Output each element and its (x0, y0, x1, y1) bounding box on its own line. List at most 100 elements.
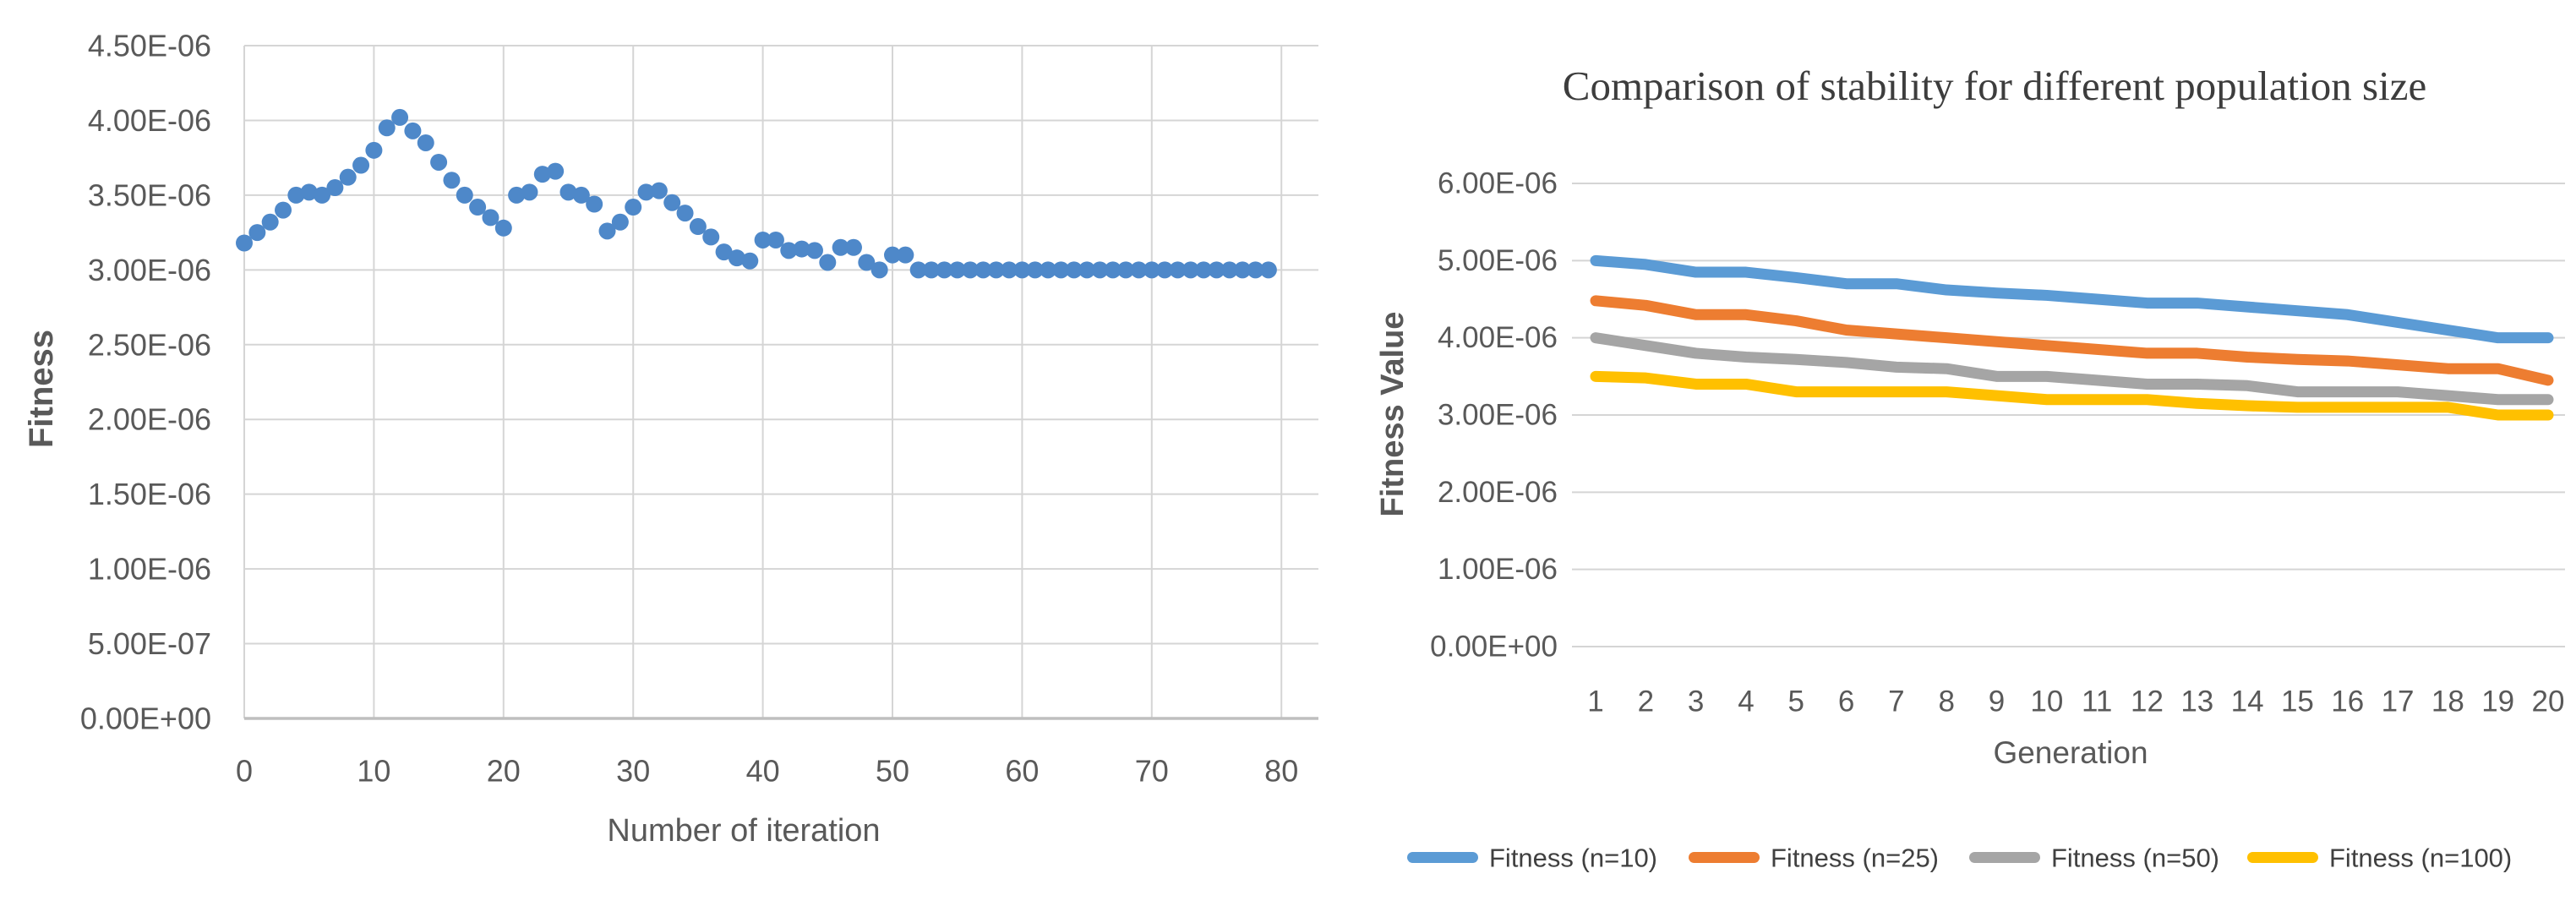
x-tick-label: 14 (2231, 685, 2264, 718)
y-tick-label: 2.00E-06 (1438, 476, 1558, 509)
y-tick-label: 6.00E-06 (1438, 167, 1558, 200)
x-tick-label: 5 (1788, 685, 1804, 718)
data-point (1195, 261, 1213, 279)
data-point (559, 183, 577, 201)
y-tick-label: 1.00E-06 (88, 552, 211, 587)
x-tick-label: 50 (876, 754, 909, 789)
x-tick-label: 13 (2180, 685, 2213, 718)
data-point (469, 199, 487, 216)
data-point (521, 183, 538, 201)
data-point (858, 254, 876, 271)
y-tick-label: 3.00E-06 (1438, 399, 1558, 432)
data-point (819, 254, 837, 271)
legend-item-label: Fitness (n=50) (2051, 844, 2219, 873)
data-point (339, 168, 357, 186)
data-point (598, 222, 616, 240)
x-tick-label: 20 (2532, 685, 2565, 718)
data-point (533, 166, 551, 183)
data-point (1143, 261, 1160, 279)
scatter-chart-panel: 4.50E-06 4.00E-06 3.50E-06 3.00E-06 2.50E-06… (23, 29, 1318, 849)
x-tick-label: 3 (1688, 685, 1704, 718)
data-point (625, 199, 642, 216)
legend-item: Fitness (n=50) (1969, 844, 2219, 873)
data-point (443, 172, 461, 189)
x-tick-label: 7 (1888, 685, 1904, 718)
legend-item-label: Fitness (n=25) (1771, 844, 1939, 873)
data-point (572, 186, 590, 204)
data-point (805, 242, 823, 259)
data-point (1065, 261, 1083, 279)
legend-swatch (1969, 852, 2040, 863)
x-tick-label: 17 (2382, 685, 2415, 718)
data-point (780, 242, 798, 259)
line-gridlines (1572, 183, 2565, 647)
data-point (1013, 261, 1031, 279)
y-tick-label: 1.00E-06 (1438, 553, 1558, 586)
data-point (936, 261, 953, 279)
data-point (1117, 261, 1135, 279)
line-series (1590, 254, 2554, 421)
data-point (897, 246, 914, 264)
data-point (1078, 261, 1096, 279)
data-point (248, 224, 266, 242)
y-tick-label: 4.00E-06 (88, 103, 211, 138)
legend-item-label: Fitness (n=100) (2329, 844, 2512, 873)
scatter-y-tick-labels: 4.50E-06 4.00E-06 3.50E-06 3.00E-06 2.50E-06… (80, 29, 211, 736)
y-tick-label: 2.50E-06 (88, 327, 211, 362)
data-point (728, 249, 745, 267)
line-y-tick-labels: 6.00E-06 5.00E-06 4.00E-06 3.00E-06 2.00E-06… (1430, 167, 1558, 663)
data-point (676, 205, 694, 222)
legend-swatch (1689, 852, 1760, 863)
series-line (1590, 295, 2554, 386)
x-tick-label: 40 (746, 754, 780, 789)
line-x-tick-labels: 1 2 3 4 5 6 7 8 9 10 11 12 13 14 15 16 17 18 19 20 (1587, 685, 2564, 718)
data-point (754, 231, 772, 248)
data-point (404, 122, 422, 139)
data-point (1259, 261, 1277, 279)
x-tick-label: 10 (2030, 685, 2063, 718)
data-point (909, 261, 927, 279)
data-point (793, 240, 810, 258)
data-point (741, 252, 759, 270)
data-point (611, 213, 629, 231)
scatter-points (236, 108, 1277, 279)
x-tick-label: 12 (2131, 685, 2164, 718)
data-point (378, 119, 396, 137)
data-point (430, 153, 448, 171)
data-point (1052, 261, 1070, 279)
data-point (287, 186, 305, 204)
data-point (1091, 261, 1109, 279)
y-tick-label: 5.00E-06 (1438, 244, 1558, 277)
data-point (1220, 261, 1238, 279)
data-point (844, 238, 862, 256)
series-line (1590, 370, 2554, 421)
x-tick-label: 4 (1738, 685, 1754, 718)
y-tick-label: 5.00E-07 (88, 626, 211, 661)
data-point (1208, 261, 1225, 279)
scatter-x-axis-title: Number of iteration (607, 813, 880, 849)
data-point (1156, 261, 1174, 279)
data-point (261, 213, 279, 231)
y-tick-label: 2.00E-06 (88, 402, 211, 437)
y-tick-label: 4.00E-06 (1438, 321, 1558, 354)
data-point (767, 231, 784, 248)
data-point (1182, 261, 1199, 279)
legend-item: Fitness (n=10) (1407, 844, 1657, 873)
data-point (870, 261, 888, 279)
data-point (326, 179, 344, 197)
data-point (236, 234, 253, 252)
x-tick-label: 19 (2481, 685, 2514, 718)
y-tick-label: 0.00E+00 (1430, 631, 1558, 663)
data-point (1040, 261, 1057, 279)
data-point (352, 156, 370, 174)
y-tick-label: 1.50E-06 (88, 477, 211, 511)
data-point (650, 182, 668, 199)
data-point (962, 261, 980, 279)
scatter-chart-canvas: 4.50E-06 4.00E-06 3.50E-06 3.00E-06 2.50E-06… (23, 29, 1318, 849)
x-tick-label: 10 (357, 754, 390, 789)
legend-item: Fitness (n=25) (1689, 844, 1939, 873)
data-point (948, 261, 966, 279)
y-tick-label: 4.50E-06 (88, 29, 211, 63)
line-chart-canvas: Comparison of stability for different po… (1375, 63, 2565, 873)
